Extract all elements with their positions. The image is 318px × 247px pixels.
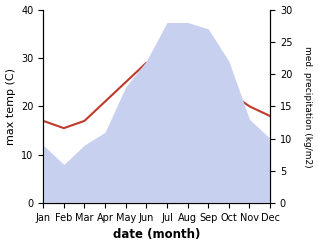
Y-axis label: max temp (C): max temp (C) (5, 68, 16, 145)
Y-axis label: med. precipitation (kg/m2): med. precipitation (kg/m2) (303, 45, 313, 167)
X-axis label: date (month): date (month) (113, 228, 200, 242)
